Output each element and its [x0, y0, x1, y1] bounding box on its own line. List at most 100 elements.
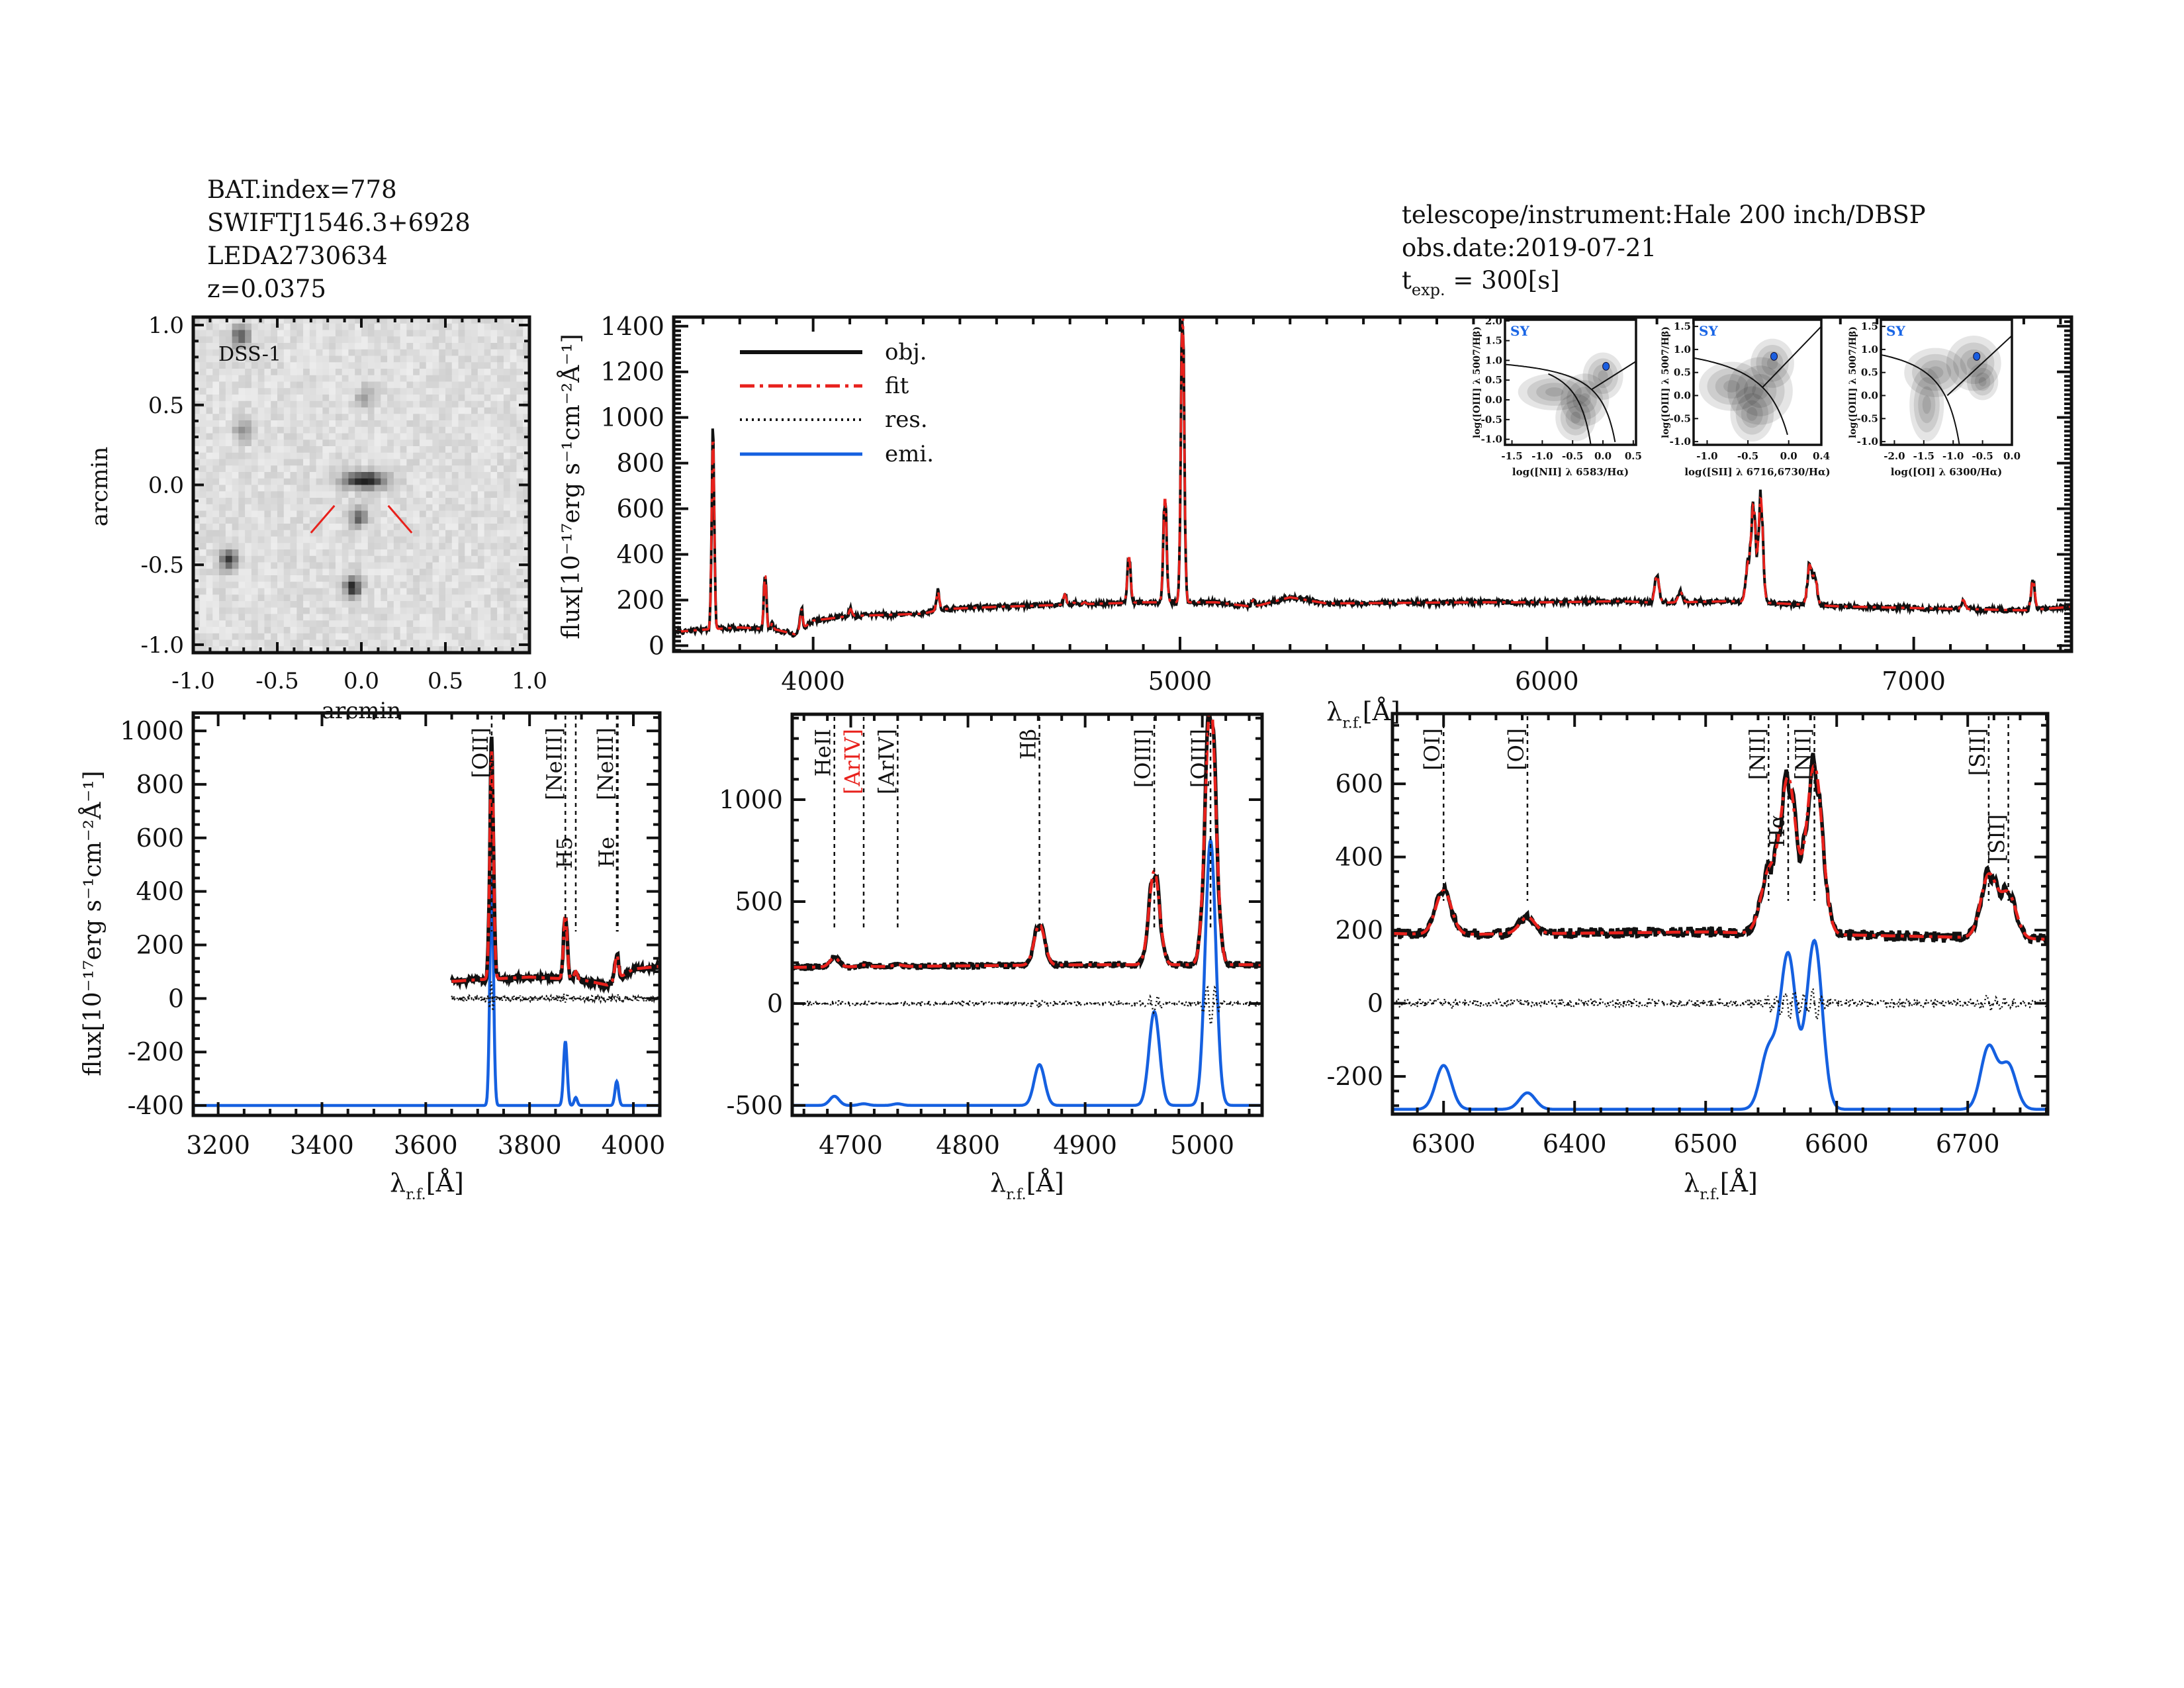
dss-pixel	[400, 607, 407, 615]
dss-pixel	[439, 633, 446, 641]
dss-pixel	[361, 581, 369, 589]
line-label: Hβ	[1016, 729, 1041, 759]
dss-pixel	[257, 336, 265, 344]
dss-pixel	[387, 549, 394, 557]
dss-pixel	[271, 627, 278, 634]
dss-pixel	[465, 349, 472, 357]
dss-pixel	[199, 594, 207, 602]
dss-pixel	[219, 317, 226, 324]
zoom_ha_nii-frame	[1390, 712, 2050, 1116]
dss-pixel	[212, 504, 220, 512]
dss-pixel	[458, 395, 465, 402]
density-contours	[1881, 335, 2012, 445]
dss-pixel	[361, 400, 369, 408]
dss-pixel	[283, 388, 291, 395]
dss-pixel	[219, 594, 226, 602]
dss-pixel	[212, 355, 220, 363]
dss-pixel	[199, 426, 207, 434]
density-level	[1707, 367, 1756, 405]
dss-pixel	[264, 504, 271, 512]
dss-pixel	[225, 375, 233, 383]
dss-pixel	[523, 575, 530, 583]
dss-pixel	[271, 433, 278, 440]
dss-pixel	[238, 555, 246, 563]
dss-pixel	[199, 369, 207, 376]
dss-pixel	[451, 536, 459, 543]
dss-pixel	[432, 575, 439, 583]
dss-pixel	[503, 614, 511, 621]
dss-pixel	[355, 330, 362, 337]
dss-pixel	[303, 465, 310, 473]
y-tick-label: 0	[1367, 989, 1383, 1018]
dss-pixel	[523, 543, 530, 550]
dss-pixel	[335, 381, 343, 389]
dss-pixel	[432, 414, 439, 421]
dss-pixel	[303, 588, 310, 595]
dss-pixel	[516, 336, 523, 344]
dss-pixel	[367, 614, 375, 621]
dss-pixel	[303, 407, 310, 414]
dss-pixel	[199, 330, 207, 337]
dss-pixel	[283, 381, 291, 389]
inset-x-axis-label: log([NII] λ 6583/Hα)	[1512, 466, 1629, 478]
dss-pixel	[432, 614, 439, 621]
dss-pixel	[257, 452, 265, 460]
dss-pixel	[510, 388, 518, 395]
dss-pixel	[296, 426, 304, 434]
dss-pixel	[199, 349, 207, 357]
dss-pixel	[206, 478, 213, 486]
dss-pixel	[471, 620, 478, 628]
dss-pixel	[445, 530, 453, 538]
dss-pixel	[503, 459, 511, 466]
dss-pixel	[245, 607, 252, 615]
dss-pixel	[245, 588, 252, 595]
dss-pixel	[309, 323, 317, 331]
dss-pixel	[232, 530, 239, 538]
dss-pixel	[510, 588, 518, 595]
dss-pixel	[465, 400, 472, 408]
dss-pixel	[283, 491, 291, 498]
dss-pixel	[348, 369, 355, 376]
dss-pixel	[477, 400, 485, 408]
dss-pixel	[232, 485, 239, 492]
dss-pixel	[523, 388, 530, 395]
dss-pixel	[303, 491, 310, 498]
dss-pixel	[523, 330, 530, 337]
dss-pixel	[303, 614, 310, 621]
dss-pixel	[387, 323, 394, 331]
dss-pixel	[419, 627, 427, 634]
dss-pixel	[419, 601, 427, 608]
dss-pixel	[387, 440, 394, 447]
dss-pixel	[393, 452, 401, 460]
dss-pixel	[471, 400, 478, 408]
dss-pixel	[245, 524, 252, 531]
dss-pixel	[503, 420, 511, 428]
dss-pixel	[271, 504, 278, 512]
dss-pixel	[439, 362, 446, 369]
dss-pixel	[303, 517, 310, 524]
dss-pixel	[445, 510, 453, 518]
dss-pixel	[199, 639, 207, 647]
dss-pixel	[355, 426, 362, 434]
dss-pixel	[225, 336, 233, 344]
dss-pixel	[193, 510, 201, 518]
dss-pixel	[206, 530, 213, 538]
dss-pixel	[271, 375, 278, 383]
dss-pixel	[309, 524, 317, 531]
inset-y-tick-label: 2.0	[1485, 315, 1502, 327]
dss-pixel	[451, 446, 459, 453]
density-level	[1761, 351, 1784, 376]
dss-pixel	[206, 485, 213, 492]
dss-pixel	[238, 381, 246, 389]
dss-pixel	[451, 498, 459, 505]
dss-pixel	[367, 646, 375, 653]
dss-pixel	[341, 355, 349, 363]
dss-pixel	[426, 639, 433, 647]
dss-pixel	[238, 639, 246, 647]
dss-pixel	[406, 355, 414, 363]
dss-pixel	[199, 581, 207, 589]
dss-pixel	[199, 555, 207, 563]
dss-pixel	[245, 414, 252, 421]
dss-pixel	[303, 420, 310, 428]
dss-pixel	[341, 607, 349, 615]
